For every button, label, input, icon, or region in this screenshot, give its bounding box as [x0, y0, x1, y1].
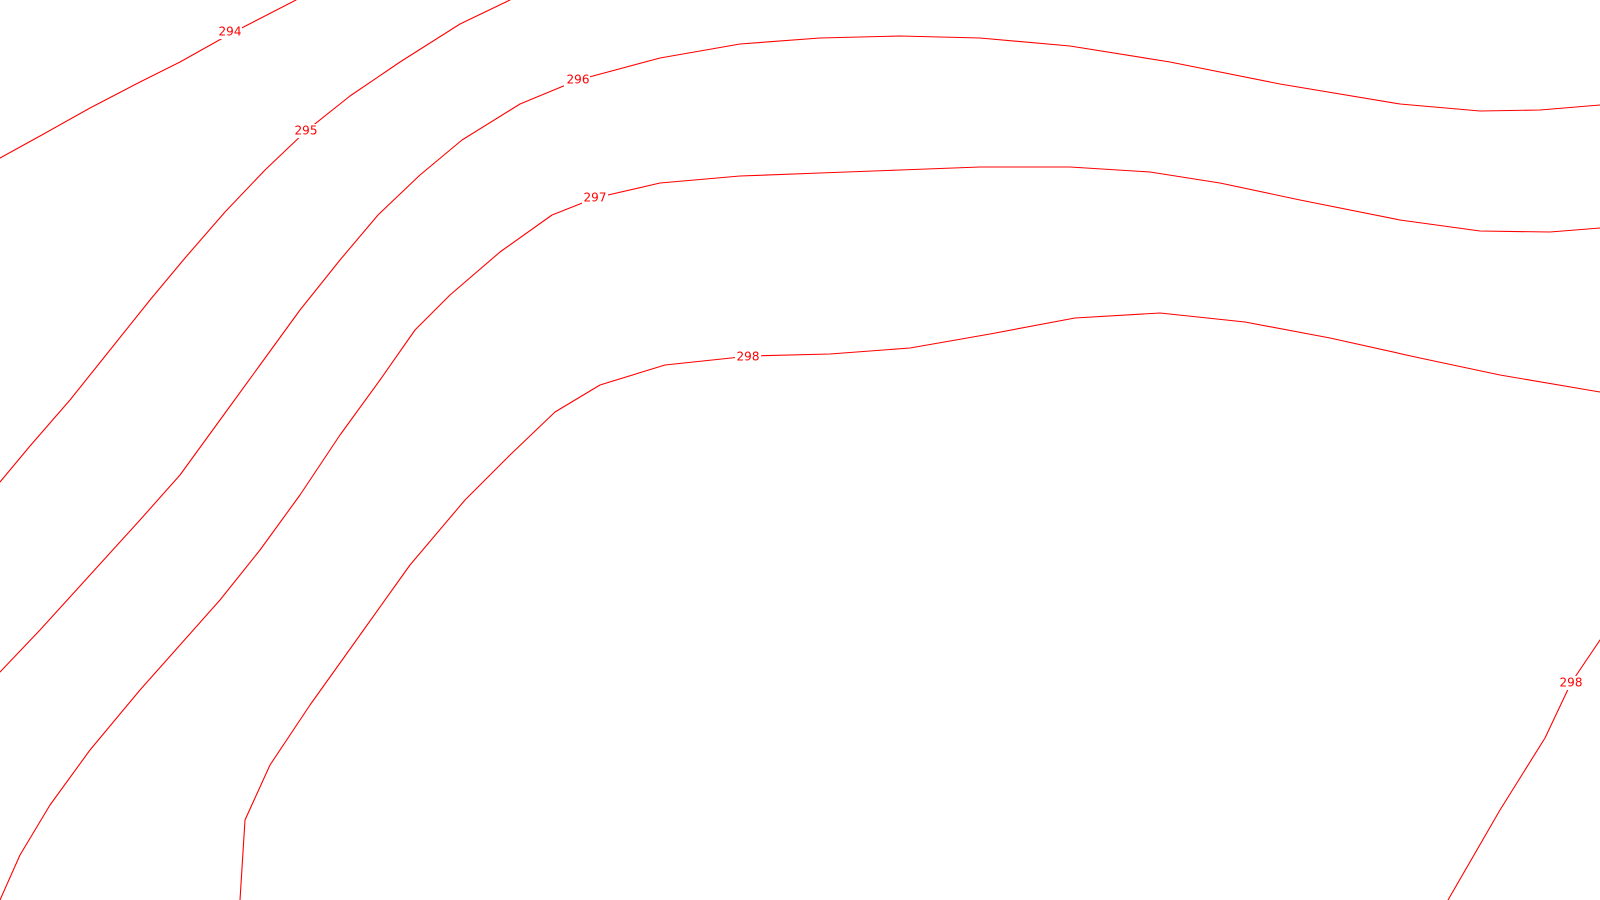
contour-line-295: [0, 0, 511, 483]
contour-label-298-east: 298: [1560, 676, 1583, 690]
contour-294: 294: [0, 0, 297, 159]
contour-line-296: [0, 35, 1600, 673]
contour-label-294: 294: [219, 25, 242, 39]
contour-298-east: 298: [1447, 639, 1600, 900]
contour-296: 296: [0, 35, 1600, 673]
contour-298: 298: [239, 312, 1600, 900]
contour-label-297: 297: [584, 191, 607, 205]
contour-label-298: 298: [737, 350, 760, 364]
contour-line-298-east: [1447, 639, 1600, 900]
contour-line-298: [239, 312, 1600, 900]
contour-295: 295: [0, 0, 511, 483]
contour-line-297: [0, 166, 1600, 900]
contour-297: 297: [0, 166, 1600, 900]
contour-label-296: 296: [567, 73, 590, 87]
contour-label-295: 295: [295, 124, 318, 138]
